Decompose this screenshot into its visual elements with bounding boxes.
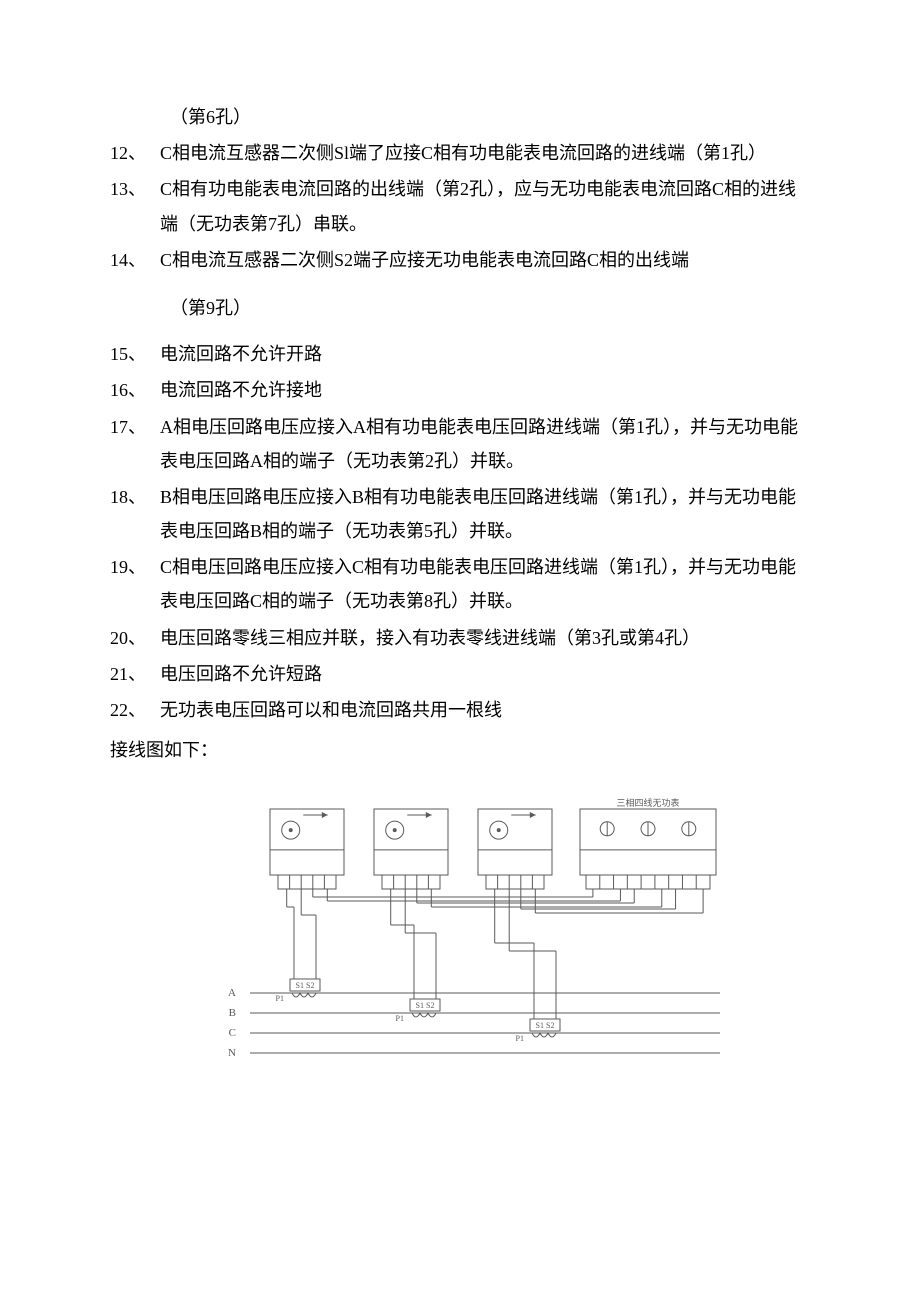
item-number: 16、	[110, 373, 160, 407]
svg-text:B: B	[229, 1007, 236, 1019]
item-text: C相有功电能表电流回路的出线端（第2孔），应与无功电能表电流回路C相的进线端（无…	[160, 172, 810, 240]
item-text: A相电压回路电压应接入A相有功电能表电压回路进线端（第1孔），并与无功电能表电压…	[160, 410, 810, 478]
list-item: 18、B相电压回路电压应接入B相有功电能表电压回路进线端（第1孔），并与无功电能…	[110, 480, 810, 548]
item-number: 17、	[110, 410, 160, 444]
list-item: 12、C相电流互感器二次侧Sl端了应接C相有功电能表电流回路的进线端（第1孔）	[110, 136, 810, 170]
list-item: 13、C相有功电能表电流回路的出线端（第2孔），应与无功电能表电流回路C相的进线…	[110, 172, 810, 240]
list-item: 19、C相电压回路电压应接入C相有功电能表电压回路进线端（第1孔），并与无功电能…	[110, 550, 810, 618]
item-number: 19、	[110, 550, 160, 584]
list-item: （第9孔）	[110, 291, 810, 325]
diagram-caption: 接线图如下：	[110, 733, 810, 767]
wiring-svg: ABCN 三相四线无功表 S1 S2 P1 S1 S2 P1 S1 S2 P1	[180, 797, 740, 1077]
list-item: 17、A相电压回路电压应接入A相有功电能表电压回路进线端（第1孔），并与无功电能…	[110, 410, 810, 478]
list-item: （第6孔）	[110, 100, 810, 134]
svg-text:P1: P1	[396, 1014, 404, 1023]
item-text: 无功表电压回路可以和电流回路共用一根线	[160, 693, 810, 727]
item-text: C相电流互感器二次侧S2端子应接无功电能表电流回路C相的出线端	[160, 243, 810, 277]
list-item: 22、无功表电压回路可以和电流回路共用一根线	[110, 693, 810, 727]
item-number: 21、	[110, 657, 160, 691]
item-number: 15、	[110, 337, 160, 371]
numbered-list: （第6孔）12、C相电流互感器二次侧Sl端了应接C相有功电能表电流回路的进线端（…	[110, 100, 810, 727]
svg-text:S1 S2: S1 S2	[416, 1001, 435, 1010]
item-number: 13、	[110, 172, 160, 206]
item-text: 电流回路不允许开路	[160, 337, 810, 371]
list-item: 21、电压回路不允许短路	[110, 657, 810, 691]
wiring-diagram: ABCN 三相四线无功表 S1 S2 P1 S1 S2 P1 S1 S2 P1	[110, 797, 810, 1088]
item-number: 18、	[110, 480, 160, 514]
item-text: C相电流互感器二次侧Sl端了应接C相有功电能表电流回路的进线端（第1孔）	[160, 136, 810, 170]
item-text: 电压回路不允许短路	[160, 657, 810, 691]
item-number: 20、	[110, 621, 160, 655]
list-item: 14、C相电流互感器二次侧S2端子应接无功电能表电流回路C相的出线端	[110, 243, 810, 277]
svg-text:S1 S2: S1 S2	[536, 1021, 555, 1030]
item-text: C相电压回路电压应接入C相有功电能表电压回路进线端（第1孔），并与无功电能表电压…	[160, 550, 810, 618]
svg-text:三相四线无功表: 三相四线无功表	[616, 797, 679, 808]
item-number: 14、	[110, 243, 160, 277]
list-item: 20、电压回路零线三相应并联，接入有功表零线进线端（第3孔或第4孔）	[110, 621, 810, 655]
svg-text:N: N	[228, 1047, 236, 1059]
svg-text:P1: P1	[276, 994, 284, 1003]
svg-text:P1: P1	[516, 1034, 524, 1043]
svg-text:A: A	[228, 987, 236, 999]
item-number: 22、	[110, 693, 160, 727]
item-text: B相电压回路电压应接入B相有功电能表电压回路进线端（第1孔），并与无功电能表电压…	[160, 480, 810, 548]
item-number: 12、	[110, 136, 160, 170]
list-item: 15、电流回路不允许开路	[110, 337, 810, 371]
item-text: 电流回路不允许接地	[160, 373, 810, 407]
svg-text:S1 S2: S1 S2	[296, 981, 315, 990]
list-item: 16、电流回路不允许接地	[110, 373, 810, 407]
item-text: 电压回路零线三相应并联，接入有功表零线进线端（第3孔或第4孔）	[160, 621, 810, 655]
svg-text:C: C	[229, 1027, 236, 1039]
